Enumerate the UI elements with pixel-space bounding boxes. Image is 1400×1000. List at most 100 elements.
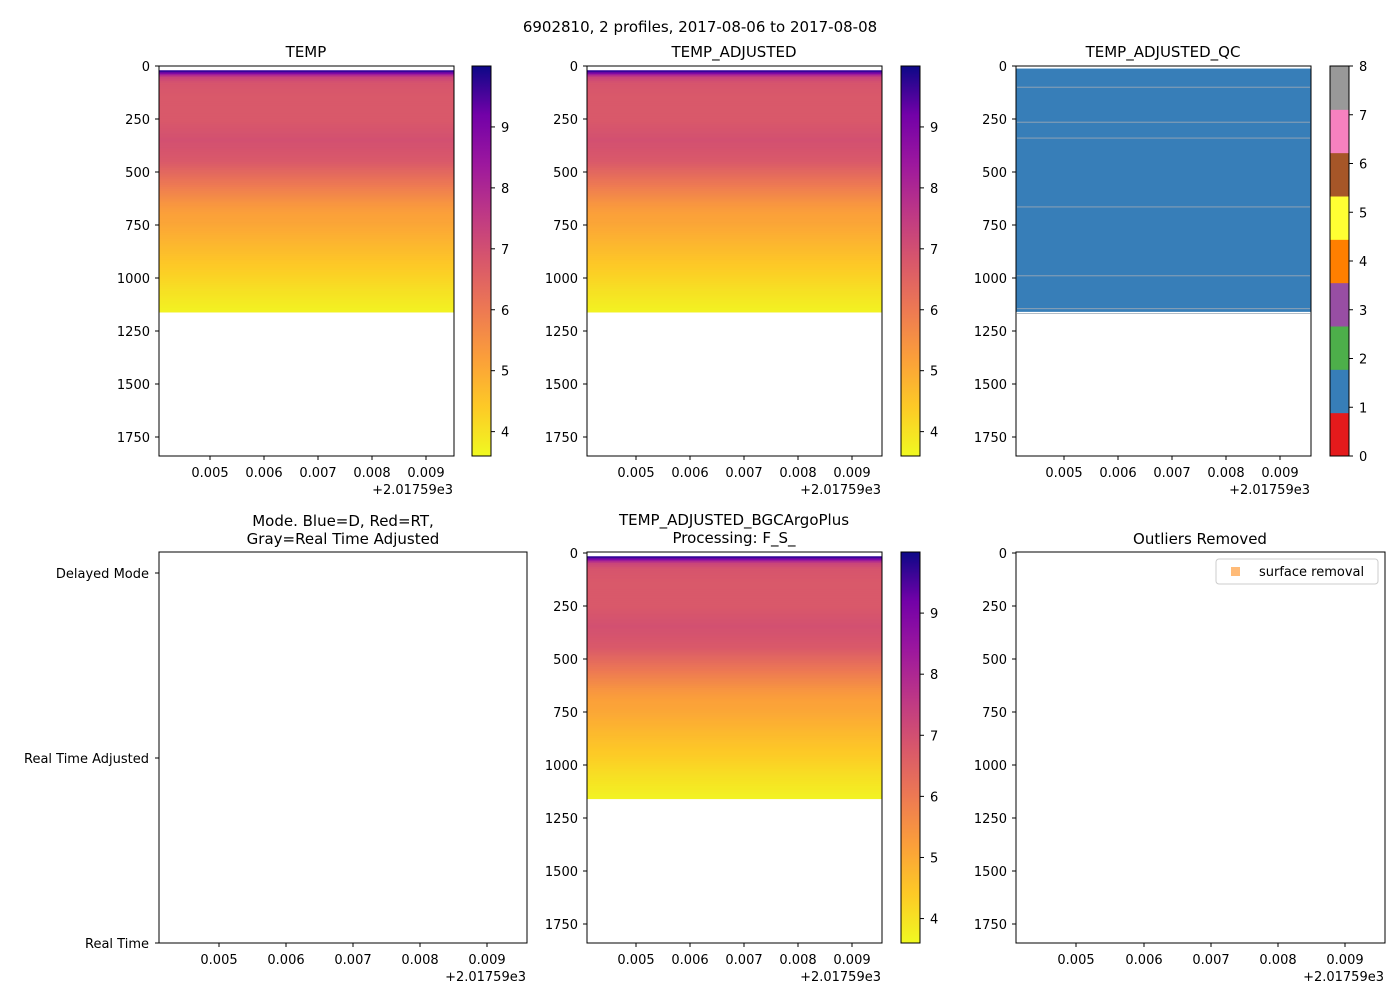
colorbar-tick-label: 5	[930, 365, 938, 380]
y-tick-label: 500	[553, 166, 578, 181]
y-tick-label: 1000	[974, 272, 1007, 287]
heatmap-cell	[159, 74, 454, 78]
heatmap-cell	[587, 673, 882, 676]
x-tick-label: 0.007	[725, 466, 762, 481]
heatmap-cell	[587, 282, 882, 286]
heatmap-cells	[159, 70, 454, 313]
y-axis: 0 250 500 750 1000 1250 1500 1750	[117, 60, 159, 446]
heatmap-cell	[587, 205, 882, 209]
heatmap-cell	[159, 91, 454, 94]
x-tick: 0.006	[671, 943, 709, 968]
heatmap-cell	[587, 145, 882, 148]
x-tick: 0.008	[1259, 943, 1297, 968]
heatmap-cell	[159, 213, 454, 217]
heatmap-cell	[587, 566, 882, 570]
heatmap-cell	[587, 301, 882, 305]
qc-colorbar-cell	[1330, 282, 1349, 327]
colorbar-tick-label: 4	[1359, 255, 1367, 270]
heatmap-cell	[587, 176, 882, 180]
x-tick: 0.009	[1261, 456, 1299, 481]
heatmap-cell	[587, 577, 882, 580]
y-tick: 1750	[545, 918, 587, 933]
heatmap-cell	[587, 261, 882, 265]
heatmap-cell	[587, 691, 882, 695]
heatmap-cell	[587, 286, 882, 290]
heatmap-cell	[587, 128, 882, 132]
heatmap-cell	[159, 238, 454, 242]
heatmap-cell	[159, 261, 454, 265]
colorbar-tick-label: 4	[930, 913, 938, 928]
y-tick: 1000	[117, 272, 159, 287]
heatmap-cell	[587, 698, 882, 701]
plot-frame	[1015, 65, 1312, 457]
heatmap-cell	[587, 568, 882, 572]
heatmap-cell	[159, 170, 454, 173]
y-tick: 1500	[974, 865, 1016, 880]
heatmap-cell	[587, 184, 882, 188]
legend-label: surface removal	[1259, 565, 1364, 580]
heatmap-cell	[587, 157, 882, 161]
heatmap-cell	[587, 685, 882, 689]
heatmap-cell	[587, 180, 882, 184]
heatmap-cell	[587, 612, 882, 616]
x-tick-label: 0.009	[1326, 953, 1363, 968]
x-tick: 0.007	[725, 943, 763, 968]
heatmap-cell	[587, 118, 882, 121]
heatmap-cell	[159, 141, 454, 144]
y-tick-label: 750	[982, 219, 1007, 234]
y-tick: 1250	[545, 812, 587, 827]
x-tick: 0.009	[407, 456, 445, 481]
heatmap-cell	[587, 737, 882, 741]
colorbar-gradient	[900, 65, 921, 457]
heatmap-cell	[587, 608, 882, 612]
heatmap-cell	[159, 228, 454, 232]
heatmap-cell	[587, 731, 882, 735]
heatmap-cell	[587, 660, 882, 664]
heatmap-cell	[587, 760, 882, 764]
x-tick: 0.005	[617, 456, 655, 481]
heatmap-cell	[587, 758, 882, 762]
heatmap-cell	[159, 286, 454, 290]
colorbar-tick-label: 2	[1359, 353, 1367, 368]
heatmap-cell	[159, 218, 454, 221]
y-tick-label: 1250	[545, 325, 578, 340]
heatmap-cell	[587, 155, 882, 159]
colorbar-tick-label: 0	[1359, 450, 1367, 465]
heatmap-cell	[587, 251, 882, 255]
y-tick-label: 500	[982, 653, 1007, 668]
x-tick: 0.006	[1125, 943, 1163, 968]
y-tick: 1750	[545, 431, 587, 446]
heatmap-cell	[587, 120, 882, 123]
colorbar: 4 5 6 7 8 9	[900, 65, 938, 457]
y-tick: 1000	[545, 272, 587, 287]
heatmap-cell	[587, 756, 882, 760]
panel-outliers-removed: Outliers Removed 0 250 500 750 1000 1250…	[974, 530, 1386, 985]
x-tick-label: 0.008	[1207, 466, 1244, 481]
heatmap-cell	[587, 70, 882, 73]
heatmap-cell	[159, 138, 454, 142]
y-tick-label: 1750	[545, 431, 578, 446]
x-tick: 0.007	[334, 943, 372, 968]
colorbar-tick-label: 5	[930, 851, 938, 866]
heatmap-cell	[587, 163, 882, 167]
plot-frame	[158, 65, 455, 457]
heatmap-cell	[159, 199, 454, 203]
heatmap-cell	[587, 188, 882, 192]
y-tick-label: 1250	[974, 325, 1007, 340]
heatmap-cell	[159, 245, 454, 248]
heatmap-cell	[587, 234, 882, 238]
heatmap-cell	[587, 664, 882, 668]
y-tick: 750	[125, 219, 159, 234]
y-axis: 0 250 500 750 1000 1250 1500 1750	[545, 547, 587, 933]
heatmap-cell	[159, 224, 454, 228]
heatmap-cell	[587, 556, 882, 559]
y-tick: 500	[982, 653, 1016, 668]
heatmap-cell	[159, 226, 454, 230]
x-tick: 0.008	[401, 943, 439, 968]
heatmap-cell	[587, 134, 882, 138]
heatmap-cell	[587, 785, 882, 789]
y-axis: 0 250 500 750 1000 1250 1500 1750	[545, 60, 587, 446]
heatmap-cell	[587, 107, 882, 111]
heatmap-cell	[159, 259, 454, 263]
heatmap-cell	[587, 109, 882, 113]
